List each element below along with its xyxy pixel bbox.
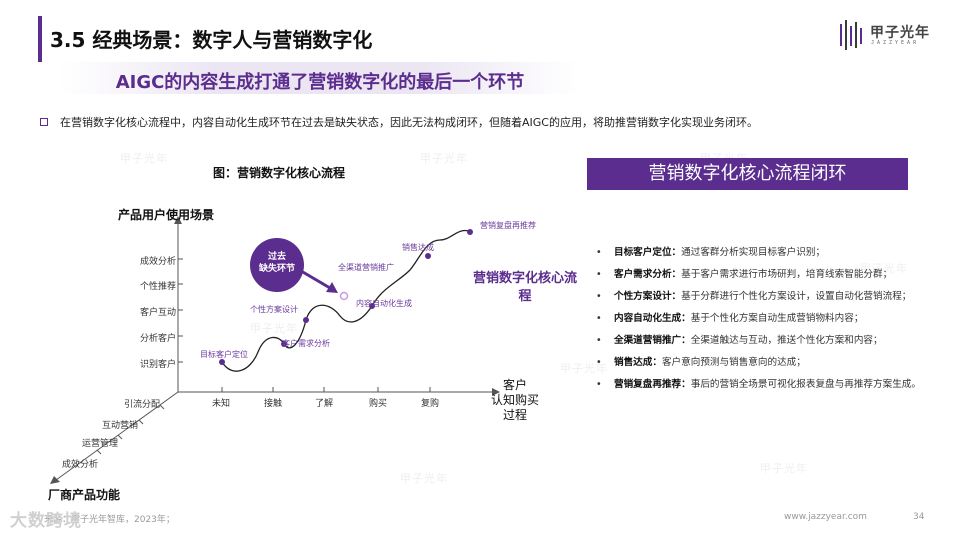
x-tick-label: 复购 [421,399,440,409]
title-accent-bar [38,16,42,62]
y-tick-label: 客户互动 [140,308,177,318]
watermark: 甲子光年 [120,152,168,165]
flow-step-dot [219,359,225,365]
footer-url[interactable]: www.jazzyear.com [784,512,867,522]
logo-text: 甲子光年 [870,25,930,41]
flow-step-dot [467,229,473,235]
intro-bullet: 在营销数字化核心流程中，内容自动化生成环节在过去是缺失状态，因此无法构成闭环，但… [40,114,920,130]
flow-step-dot [303,317,309,323]
y-tick-label: 分析客户 [140,334,177,344]
flow-step-dot [425,253,431,259]
flow-step-label: 全渠道营销推广 [338,263,394,272]
z-tick-label: 引流分配 [124,400,161,410]
flow-curve [221,229,473,372]
watermark: 甲子光年 [420,152,468,165]
x-axis-title: 客户 认知购买 过程 [490,378,539,422]
y-tick-label: 个性推荐 [140,282,177,292]
flow-step-dot [369,303,375,309]
page-title: 3.5 经典场景：数字人与营销数字化 [50,28,373,52]
z-axis-arrow-icon [50,476,60,484]
flow-step-label: 营销复盘再推荐 [480,221,536,230]
intro-text: 在营销数字化核心流程中，内容自动化生成环节在过去是缺失状态，因此无法构成闭环，但… [60,116,758,129]
description-item: 营销复盘再推荐：事后的营销全场景可视化报表复盘与再推荐方案生成。 [596,378,926,391]
jazzyear-logo: 甲子光年 JAZZYEAR [840,18,930,52]
description-item: 客户需求分析：基于客户需求进行市场研判，培育线索智能分群； [596,268,926,281]
y-tick-label: 识别客户 [140,360,177,370]
description-item: 内容自动化生成：基于个性化方案自动生成营销物料内容； [596,312,926,325]
z-tick-label: 互动营销 [102,421,139,431]
description-item: 个性方案设计：基于分群进行个性化方案设计，设置自动化营销流程； [596,290,926,303]
flow-step-label: 客户需求分析 [282,339,330,348]
subtitle: AIGC的内容生成打通了营销数字化的最后一个环节 [115,72,525,93]
page-number: 34 [913,512,925,522]
badge-arrow-head-icon [326,282,338,293]
missing-step-dot [339,291,349,301]
z-tick-label: 运营管理 [82,439,119,449]
missing-step-badge: 过去 缺失环节 [250,238,304,292]
x-tick-label: 了解 [315,399,334,409]
y-axis-title: 产品用户使用场景 [118,208,215,222]
logo-subtext: JAZZYEAR [871,40,920,46]
watermark: 甲子光年 [250,322,298,335]
flow-step-dot [281,341,287,347]
footer-brand-watermark: 大数跨境 [10,511,82,531]
panel-header: 营销数字化核心流程闭环 [587,158,908,190]
description-item: 销售达成：客户意向预测与销售意向的达成； [596,356,926,369]
subtitle-banner: AIGC的内容生成打通了营销数字化的最后一个环节 [60,62,580,94]
x-tick-label: 购买 [369,399,388,409]
z-axis-title: 厂商产品功能 [48,488,121,502]
x-tick-label: 未知 [212,399,231,409]
figure-title: 图：营销数字化核心流程 [213,166,346,180]
square-bullet-icon [40,118,48,126]
flow-step-label: 目标客户定位 [200,350,248,359]
flow-step-label: 销售达成 [402,243,434,252]
z-tick-label: 成效分析 [62,460,99,470]
x-tick-label: 接触 [264,399,283,409]
y-tick-label: 成效分析 [140,257,177,267]
flow-step-label: 内容自动化生成 [356,299,412,308]
description-list: 目标客户定位：通过客群分析实现目标客户识别； 客户需求分析：基于客户需求进行市场… [596,246,926,400]
watermark: 甲子光年 [400,472,448,485]
footer-source: 来源：甲子光年智库，2023年； [44,515,175,525]
description-item: 全渠道营销推广：全渠道触达与互动，推送个性化方案和内容； [596,334,926,347]
logo-bars-icon [840,20,862,50]
description-item: 目标客户定位：通过客群分析实现目标客户识别； [596,246,926,259]
loop-title: 营销数字化核心流程 [472,271,577,304]
x-axis-arrow-icon [492,388,500,396]
z-axis [55,391,179,481]
y-axis-arrow-icon [174,216,182,224]
flow-step-label: 个性方案设计 [250,305,298,314]
watermark: 甲子光年 [760,462,808,475]
